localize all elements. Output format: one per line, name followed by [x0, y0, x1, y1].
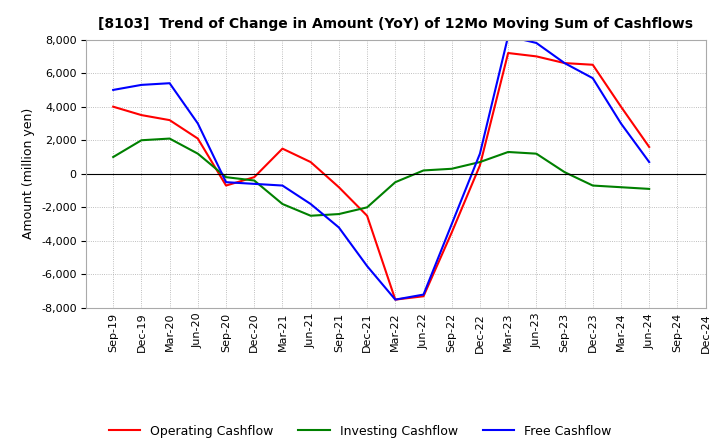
Investing Cashflow — [532, 151, 541, 156]
Operating Cashflow — [645, 144, 654, 150]
Investing Cashflow — [588, 183, 597, 188]
Operating Cashflow — [476, 163, 485, 168]
Operating Cashflow — [137, 113, 145, 118]
Free Cashflow — [504, 33, 513, 39]
Investing Cashflow — [476, 159, 485, 165]
Operating Cashflow — [166, 117, 174, 123]
Operating Cashflow — [335, 185, 343, 190]
Free Cashflow — [532, 40, 541, 46]
Operating Cashflow — [419, 293, 428, 299]
Operating Cashflow — [109, 104, 117, 109]
Free Cashflow — [419, 292, 428, 297]
Operating Cashflow — [588, 62, 597, 67]
Operating Cashflow — [504, 50, 513, 55]
Free Cashflow — [222, 180, 230, 185]
Investing Cashflow — [250, 178, 258, 183]
Investing Cashflow — [335, 211, 343, 216]
Operating Cashflow — [391, 297, 400, 302]
Free Cashflow — [616, 121, 625, 126]
Free Cashflow — [645, 159, 654, 165]
Free Cashflow — [137, 82, 145, 88]
Investing Cashflow — [194, 151, 202, 156]
Operating Cashflow — [222, 183, 230, 188]
Operating Cashflow — [306, 159, 315, 165]
Line: Operating Cashflow: Operating Cashflow — [113, 53, 649, 300]
Line: Investing Cashflow: Investing Cashflow — [113, 139, 649, 216]
Investing Cashflow — [109, 154, 117, 160]
Legend: Operating Cashflow, Investing Cashflow, Free Cashflow: Operating Cashflow, Investing Cashflow, … — [104, 420, 616, 440]
Free Cashflow — [363, 264, 372, 269]
Free Cashflow — [250, 181, 258, 187]
Investing Cashflow — [222, 175, 230, 180]
Free Cashflow — [588, 76, 597, 81]
Operating Cashflow — [560, 60, 569, 66]
Investing Cashflow — [419, 168, 428, 173]
Free Cashflow — [391, 297, 400, 302]
Free Cashflow — [447, 221, 456, 227]
Investing Cashflow — [504, 149, 513, 154]
Operating Cashflow — [194, 136, 202, 141]
Investing Cashflow — [278, 202, 287, 207]
Operating Cashflow — [447, 230, 456, 235]
Operating Cashflow — [250, 175, 258, 180]
Investing Cashflow — [560, 169, 569, 175]
Free Cashflow — [109, 87, 117, 92]
Operating Cashflow — [278, 146, 287, 151]
Free Cashflow — [335, 225, 343, 230]
Free Cashflow — [560, 60, 569, 66]
Investing Cashflow — [645, 186, 654, 191]
Investing Cashflow — [391, 180, 400, 185]
Free Cashflow — [476, 151, 485, 156]
Operating Cashflow — [616, 104, 625, 109]
Investing Cashflow — [306, 213, 315, 218]
Investing Cashflow — [363, 205, 372, 210]
Y-axis label: Amount (million yen): Amount (million yen) — [22, 108, 35, 239]
Operating Cashflow — [532, 54, 541, 59]
Title: [8103]  Trend of Change in Amount (YoY) of 12Mo Moving Sum of Cashflows: [8103] Trend of Change in Amount (YoY) o… — [99, 18, 693, 32]
Line: Free Cashflow: Free Cashflow — [113, 36, 649, 300]
Investing Cashflow — [447, 166, 456, 172]
Investing Cashflow — [616, 185, 625, 190]
Free Cashflow — [306, 202, 315, 207]
Free Cashflow — [166, 81, 174, 86]
Investing Cashflow — [166, 136, 174, 141]
Free Cashflow — [194, 121, 202, 126]
Free Cashflow — [278, 183, 287, 188]
Operating Cashflow — [363, 213, 372, 218]
Investing Cashflow — [137, 138, 145, 143]
